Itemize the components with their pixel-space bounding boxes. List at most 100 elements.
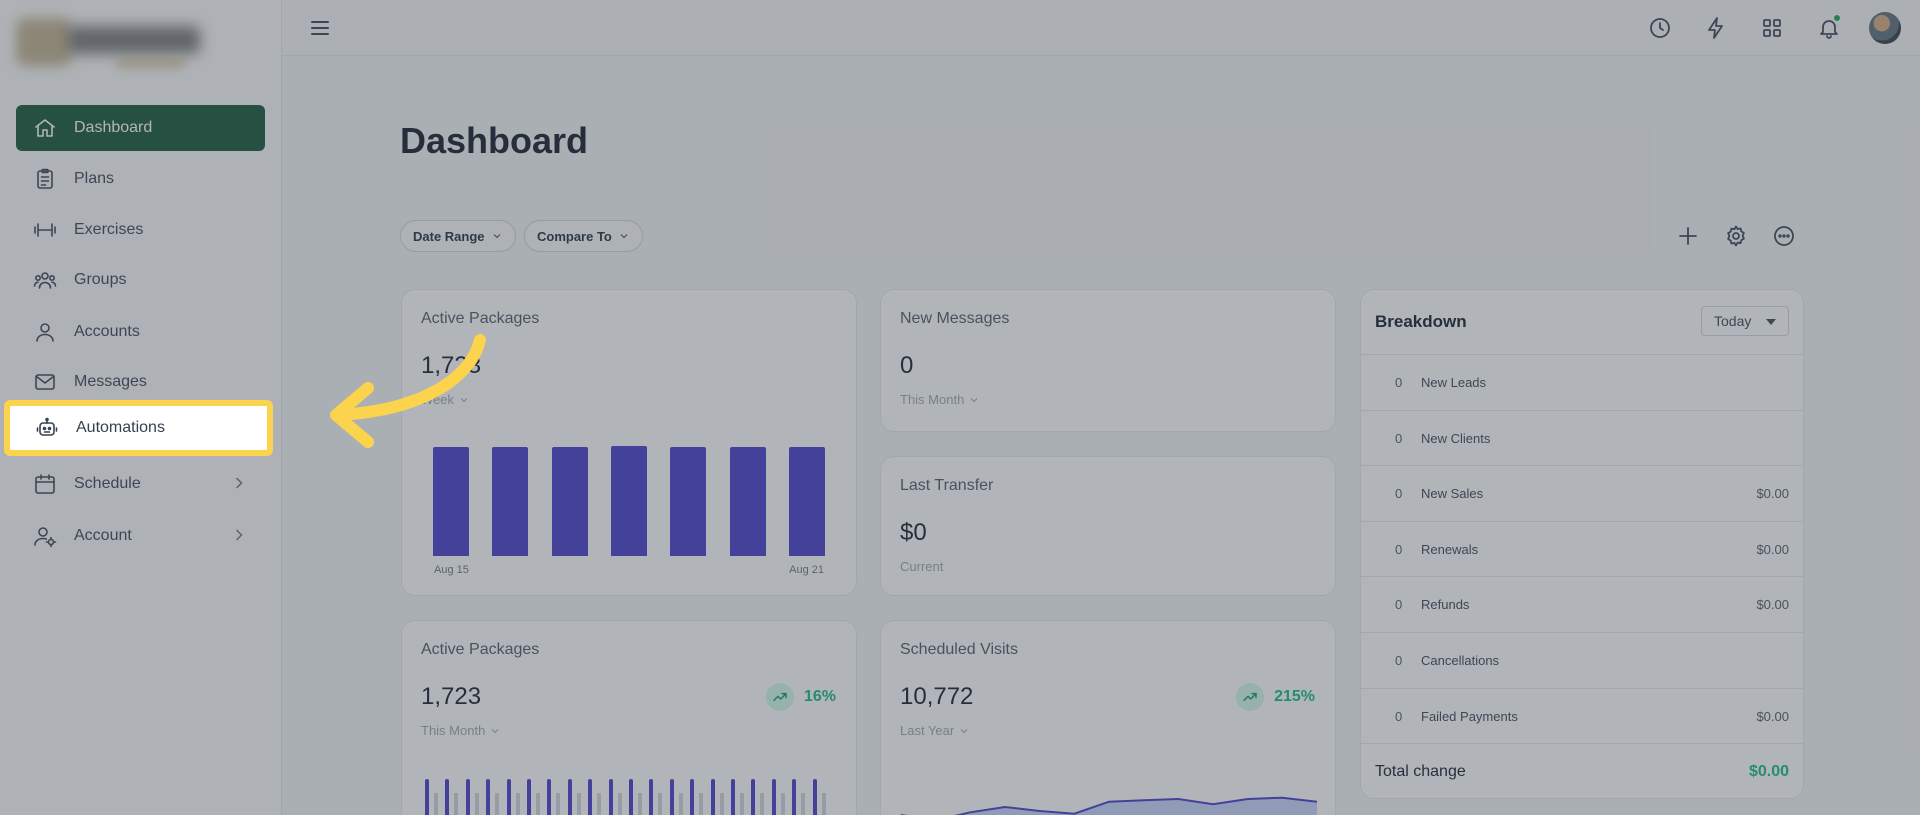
chart-bar-compare bbox=[638, 793, 642, 815]
sidebar-item-dashboard[interactable]: Dashboard bbox=[16, 105, 265, 151]
scheduled-visits-card[interactable]: Scheduled Visits 10,772 215% Last Year bbox=[880, 620, 1336, 815]
sidebar-item-account[interactable]: Account bbox=[16, 513, 265, 559]
menu-icon[interactable] bbox=[308, 16, 332, 40]
chart-bar bbox=[771, 779, 776, 815]
trend-indicator: 215% bbox=[1236, 683, 1315, 711]
total-change-amount: $0.00 bbox=[1748, 763, 1789, 780]
chart-bar-compare bbox=[678, 793, 683, 815]
user-gear-icon bbox=[32, 523, 58, 549]
sidebar-item-messages[interactable]: Messages bbox=[16, 359, 265, 405]
sidebar-item-label: Dashboard bbox=[74, 119, 153, 136]
chevron-right-icon bbox=[229, 473, 249, 493]
chevron-down-icon bbox=[620, 234, 628, 239]
clipboard-icon bbox=[32, 166, 58, 192]
chart-bar-compare bbox=[780, 793, 785, 815]
chevron-down-icon bbox=[960, 728, 968, 733]
chart-bar-compare bbox=[434, 793, 438, 815]
breakdown-row: 0 Refunds $0.00 bbox=[1361, 576, 1803, 632]
sidebar-item-label: Messages bbox=[74, 373, 147, 390]
card-title: New Messages bbox=[900, 310, 1010, 327]
chart-bar bbox=[649, 779, 654, 815]
top-bar bbox=[282, 0, 1920, 56]
caret-down-icon bbox=[1766, 319, 1776, 325]
breakdown-row: 0 Cancellations bbox=[1361, 632, 1803, 688]
breakdown-row: 0 New Sales $0.00 bbox=[1361, 465, 1803, 521]
chart-bar bbox=[551, 447, 588, 556]
card-title: Scheduled Visits bbox=[900, 641, 1018, 658]
axis-start-label: Aug 15 bbox=[434, 564, 469, 576]
trend-value: 215% bbox=[1274, 688, 1315, 705]
chart-bar-compare bbox=[658, 793, 663, 815]
period-dropdown[interactable]: This Month bbox=[900, 392, 980, 407]
breakdown-title: Breakdown bbox=[1375, 312, 1467, 331]
page-title: Dashboard bbox=[400, 120, 589, 161]
plus-icon[interactable] bbox=[1676, 224, 1702, 250]
breakdown-amount: $0.00 bbox=[1756, 541, 1789, 557]
bolt-icon[interactable] bbox=[1702, 14, 1730, 42]
sidebar-item-label: Schedule bbox=[74, 475, 141, 492]
sidebar-item-accounts[interactable]: Accounts bbox=[16, 309, 265, 355]
chart-bar bbox=[710, 779, 715, 815]
sidebar-item-automations[interactable]: Automations bbox=[4, 400, 273, 456]
callout-arrow bbox=[330, 334, 486, 448]
sidebar-item-plans[interactable]: Plans bbox=[16, 156, 265, 202]
compare-to-dropdown[interactable]: Compare To bbox=[524, 220, 643, 252]
total-change-label: Total change bbox=[1375, 763, 1466, 780]
breakdown-amount: $0.00 bbox=[1756, 708, 1789, 724]
chart-bar-compare bbox=[617, 793, 622, 815]
chart-bar-compare bbox=[515, 793, 520, 815]
last-transfer-card[interactable]: Last Transfer $0 Current bbox=[880, 456, 1336, 596]
sidebar-item-groups[interactable]: Groups bbox=[16, 257, 265, 303]
period-label: This Month bbox=[421, 723, 486, 738]
breakdown-row: 0 New Clients bbox=[1361, 409, 1803, 466]
sidebar-item-schedule[interactable]: Schedule bbox=[16, 461, 265, 507]
period-label: This Month bbox=[900, 392, 965, 407]
sidebar-item-label: Plans bbox=[74, 170, 115, 187]
chart-bar bbox=[445, 779, 450, 815]
chart-bar bbox=[729, 447, 766, 556]
trend-indicator: 16% bbox=[765, 683, 836, 711]
avatar[interactable] bbox=[1869, 12, 1901, 44]
chart-bar bbox=[527, 779, 531, 815]
chart-bar bbox=[486, 779, 491, 815]
chart-bar bbox=[751, 779, 756, 815]
sidebar-item-exercises[interactable]: Exercises bbox=[16, 207, 265, 253]
chart-bar bbox=[608, 779, 613, 815]
gear-icon[interactable] bbox=[1724, 224, 1750, 250]
chart-bar bbox=[731, 779, 735, 815]
chart-bar-compare bbox=[801, 793, 806, 815]
active-packages-monthly-card[interactable]: Active Packages 1,723 16% This Month bbox=[401, 620, 857, 815]
trend-up-icon bbox=[1236, 683, 1265, 711]
breakdown-row: 0 New Leads bbox=[1361, 354, 1803, 410]
robot-icon bbox=[34, 415, 60, 441]
chevron-down-icon bbox=[460, 397, 468, 402]
breakdown-period-select[interactable]: Today bbox=[1701, 306, 1789, 336]
clock-icon[interactable] bbox=[1646, 14, 1674, 42]
chart-bar-compare bbox=[556, 793, 561, 815]
chart-bar bbox=[690, 779, 695, 815]
card-value: 10,772 bbox=[900, 683, 974, 710]
period-label: Current bbox=[900, 559, 944, 574]
date-range-dropdown[interactable]: Date Range bbox=[400, 220, 516, 252]
breakdown-label: New Clients bbox=[1421, 430, 1491, 446]
card-value: 0 bbox=[900, 352, 914, 379]
logo[interactable] bbox=[16, 14, 206, 72]
more-icon[interactable] bbox=[1772, 224, 1798, 250]
breakdown-label: Cancellations bbox=[1421, 653, 1500, 668]
sidebar-item-label: Groups bbox=[74, 271, 127, 288]
home-icon bbox=[32, 115, 58, 141]
grid-icon[interactable] bbox=[1758, 14, 1786, 42]
period-dropdown[interactable]: Last Year bbox=[900, 723, 970, 738]
breakdown-amount: $0.00 bbox=[1756, 597, 1789, 613]
chart-bar bbox=[669, 779, 674, 815]
breakdown-count: 0 bbox=[1395, 597, 1403, 613]
bell-icon[interactable] bbox=[1815, 14, 1843, 42]
breakdown-count: 0 bbox=[1395, 541, 1403, 557]
breakdown-count: 0 bbox=[1395, 708, 1403, 724]
new-messages-card[interactable]: New Messages 0 This Month bbox=[880, 289, 1336, 432]
chart-bar bbox=[506, 779, 511, 815]
chart-bar bbox=[629, 779, 633, 815]
chart-bar bbox=[567, 779, 572, 815]
breakdown-amount: $0.00 bbox=[1756, 486, 1789, 502]
period-dropdown[interactable]: This Month bbox=[421, 723, 501, 738]
